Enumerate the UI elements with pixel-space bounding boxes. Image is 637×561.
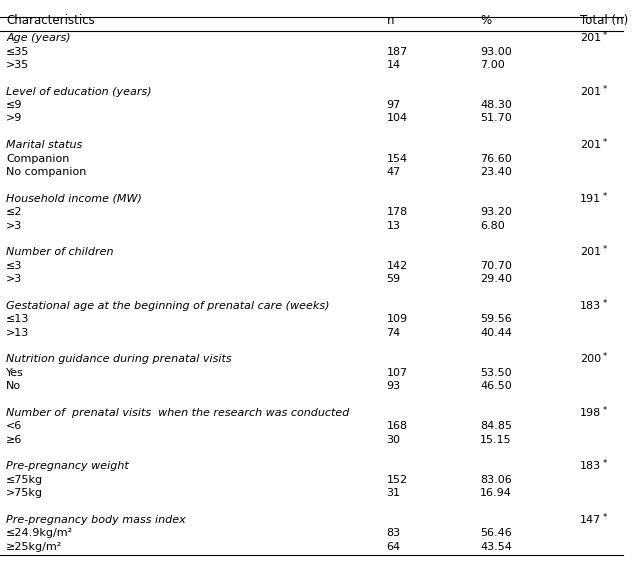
Text: 168: 168 (387, 421, 408, 431)
Text: ≤13: ≤13 (6, 314, 29, 324)
Text: Pre-pregnancy body mass index: Pre-pregnancy body mass index (6, 515, 186, 525)
Text: 51.70: 51.70 (480, 113, 512, 123)
Text: >3: >3 (6, 220, 22, 231)
Text: 93.00: 93.00 (480, 47, 512, 57)
Text: >9: >9 (6, 113, 22, 123)
Text: 59.56: 59.56 (480, 314, 512, 324)
Text: *: * (603, 406, 607, 415)
Text: 142: 142 (387, 261, 408, 270)
Text: 43.54: 43.54 (480, 541, 512, 551)
Text: n: n (387, 14, 394, 27)
Text: Number of children: Number of children (6, 247, 114, 257)
Text: ≤9: ≤9 (6, 100, 23, 110)
Text: 201: 201 (580, 247, 601, 257)
Text: 59: 59 (387, 274, 401, 284)
Text: 70.70: 70.70 (480, 261, 512, 270)
Text: *: * (603, 299, 607, 308)
Text: ≤3: ≤3 (6, 261, 22, 270)
Text: 201: 201 (580, 140, 601, 150)
Text: *: * (603, 139, 607, 148)
Text: 30: 30 (387, 435, 401, 444)
Text: ≤24.9kg/m²: ≤24.9kg/m² (6, 528, 73, 538)
Text: 46.50: 46.50 (480, 381, 512, 391)
Text: ≤35: ≤35 (6, 47, 29, 57)
Text: Number of  prenatal visits  when the research was conducted: Number of prenatal visits when the resea… (6, 408, 350, 418)
Text: 152: 152 (387, 475, 408, 485)
Text: 15.15: 15.15 (480, 435, 512, 444)
Text: 107: 107 (387, 367, 408, 378)
Text: ≤75kg: ≤75kg (6, 475, 43, 485)
Text: >13: >13 (6, 328, 29, 338)
Text: Age (years): Age (years) (6, 33, 71, 43)
Text: 93.20: 93.20 (480, 207, 512, 217)
Text: Companion: Companion (6, 154, 69, 164)
Text: Characteristics: Characteristics (6, 14, 95, 27)
Text: *: * (603, 31, 607, 40)
Text: *: * (603, 459, 607, 468)
Text: Household income (MW): Household income (MW) (6, 194, 142, 204)
Text: *: * (603, 513, 607, 522)
Text: 23.40: 23.40 (480, 167, 512, 177)
Text: 97: 97 (387, 100, 401, 110)
Text: 16.94: 16.94 (480, 488, 512, 498)
Text: 29.40: 29.40 (480, 274, 512, 284)
Text: >3: >3 (6, 274, 22, 284)
Text: No companion: No companion (6, 167, 87, 177)
Text: 201: 201 (580, 33, 601, 43)
Text: Marital status: Marital status (6, 140, 82, 150)
Text: Total (n): Total (n) (580, 14, 628, 27)
Text: 31: 31 (387, 488, 401, 498)
Text: 53.50: 53.50 (480, 367, 512, 378)
Text: Nutrition guidance during prenatal visits: Nutrition guidance during prenatal visit… (6, 355, 232, 364)
Text: 109: 109 (387, 314, 408, 324)
Text: 48.30: 48.30 (480, 100, 512, 110)
Text: 104: 104 (387, 113, 408, 123)
Text: 6.80: 6.80 (480, 220, 505, 231)
Text: 83: 83 (387, 528, 401, 538)
Text: >75kg: >75kg (6, 488, 43, 498)
Text: Gestational age at the beginning of prenatal care (weeks): Gestational age at the beginning of pren… (6, 301, 330, 311)
Text: 7.00: 7.00 (480, 60, 505, 70)
Text: 200: 200 (580, 355, 601, 364)
Text: ≥25kg/m²: ≥25kg/m² (6, 541, 62, 551)
Text: 13: 13 (387, 220, 401, 231)
Text: 198: 198 (580, 408, 601, 418)
Text: *: * (603, 245, 607, 254)
Text: 83.06: 83.06 (480, 475, 512, 485)
Text: 191: 191 (580, 194, 601, 204)
Text: 47: 47 (387, 167, 401, 177)
Text: %: % (480, 14, 491, 27)
Text: Yes: Yes (6, 367, 24, 378)
Text: ≥6: ≥6 (6, 435, 22, 444)
Text: Level of education (years): Level of education (years) (6, 87, 152, 96)
Text: 74: 74 (387, 328, 401, 338)
Text: 14: 14 (387, 60, 401, 70)
Text: Pre-pregnancy weight: Pre-pregnancy weight (6, 461, 129, 471)
Text: 183: 183 (580, 461, 601, 471)
Text: 64: 64 (387, 541, 401, 551)
Text: 201: 201 (580, 87, 601, 96)
Text: 93: 93 (387, 381, 401, 391)
Text: 76.60: 76.60 (480, 154, 512, 164)
Text: 56.46: 56.46 (480, 528, 512, 538)
Text: *: * (603, 352, 607, 361)
Text: 183: 183 (580, 301, 601, 311)
Text: *: * (603, 85, 607, 94)
Text: 187: 187 (387, 47, 408, 57)
Text: 147: 147 (580, 515, 601, 525)
Text: 154: 154 (387, 154, 408, 164)
Text: 178: 178 (387, 207, 408, 217)
Text: 84.85: 84.85 (480, 421, 512, 431)
Text: >35: >35 (6, 60, 29, 70)
Text: 40.44: 40.44 (480, 328, 512, 338)
Text: *: * (603, 192, 607, 201)
Text: ≤2: ≤2 (6, 207, 23, 217)
Text: No: No (6, 381, 22, 391)
Text: <6: <6 (6, 421, 22, 431)
